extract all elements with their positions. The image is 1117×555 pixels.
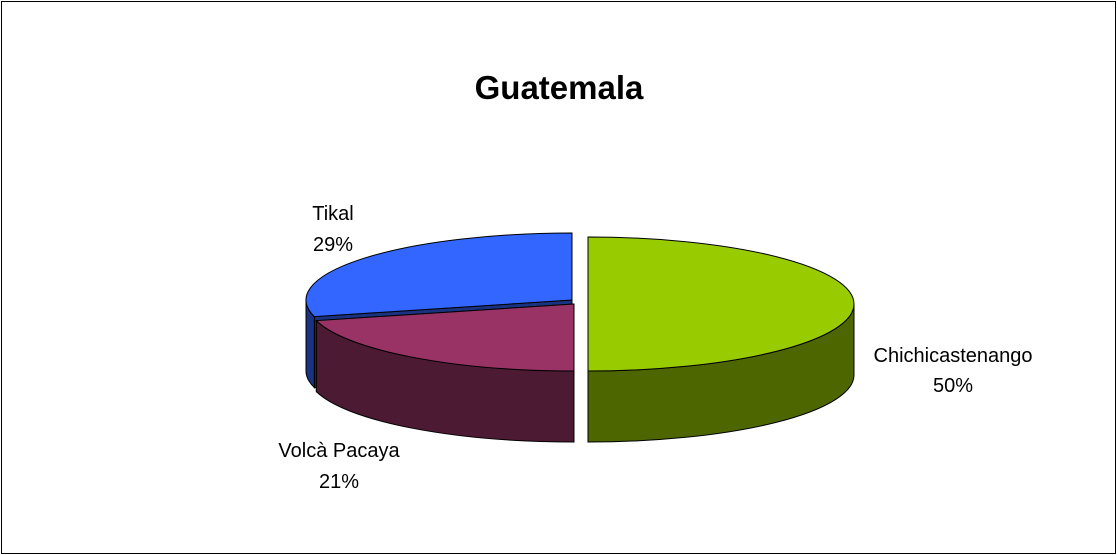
- slice-top-face: [587, 236, 855, 372]
- slice-name-label: Chichicastenango: [874, 345, 1033, 367]
- slice-name-label: Volcà Pacaya: [278, 440, 400, 462]
- pie-slice-volc-pacaya: [315, 303, 575, 443]
- slice-top-face: [315, 303, 575, 372]
- pie-slice-chichicastenango: [587, 236, 855, 443]
- slice-name-label: Tikal: [312, 203, 353, 225]
- slice-top-face: [305, 232, 573, 318]
- chart-title: Guatemala: [475, 69, 644, 106]
- slice-percent-label: 21%: [319, 471, 359, 493]
- pie-slices: [305, 232, 855, 443]
- label-tikal: Tikal 29%: [312, 203, 353, 256]
- slice-percent-label: 50%: [933, 375, 973, 397]
- label-volca-pacaya: Volcà Pacaya 21%: [278, 440, 400, 493]
- slice-percent-label: 29%: [313, 234, 353, 256]
- label-chichicastenango: Chichicastenango 50%: [874, 345, 1033, 397]
